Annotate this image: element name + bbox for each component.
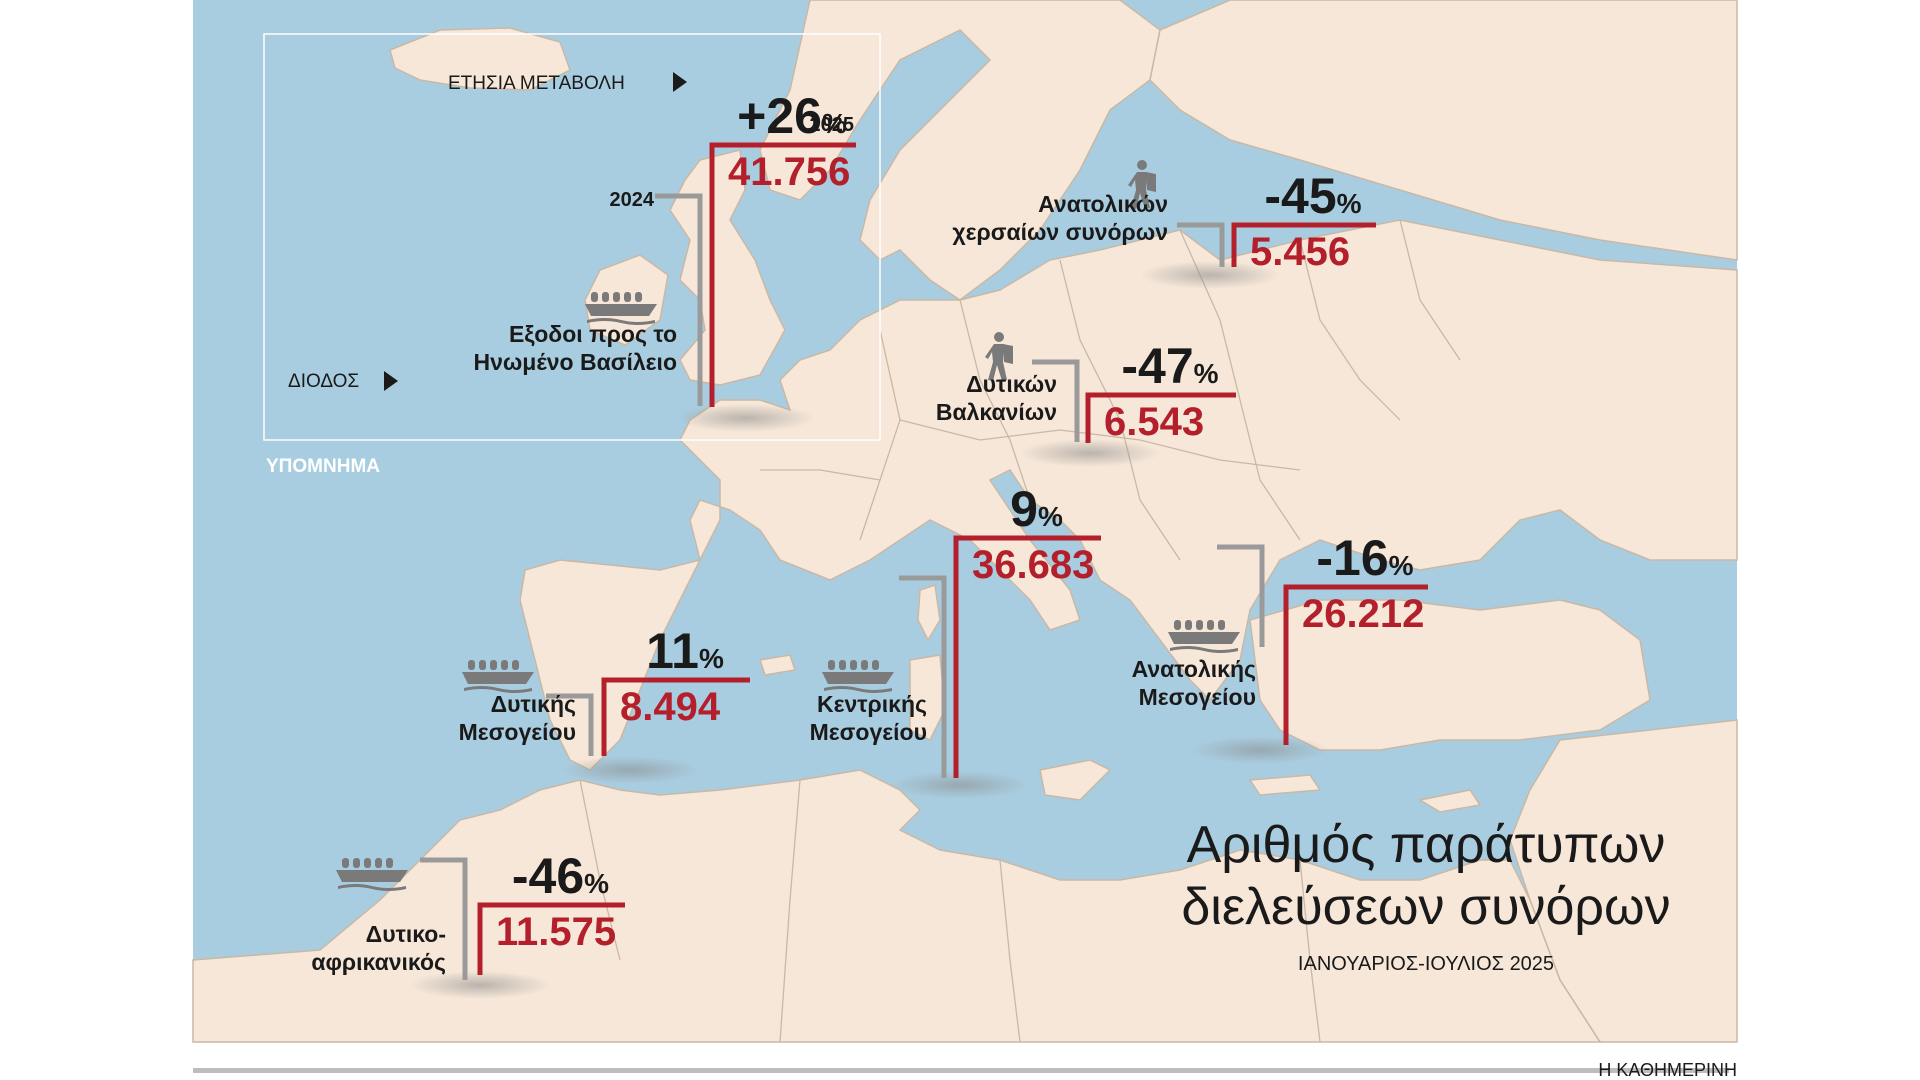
map-title-line2: διελεύσεων συνόρων [1181,878,1670,936]
map-subtitle: ΙΑΝΟΥΑΡΙΟΣ-ΙΟΥΛΙΟΣ 2025 [1298,953,1554,975]
route-label-line2: χερσαίων συνόρων [952,219,1168,245]
annual-change: +26% [737,88,847,144]
bottom-rule [193,1068,1729,1073]
route-label-line2: Βαλκανίων [936,399,1057,425]
bar-2025 [953,535,1101,778]
route-label-line1: Ανατολικής [1132,656,1256,682]
bar-2024 [655,193,703,406]
value-2025: 26.212 [1302,592,1424,636]
route-shadow [1190,736,1330,764]
route-label-line2: Ηνωμένο Βασίλειο [473,349,677,375]
percent-sign: % [699,643,724,674]
bar-2024 [1217,544,1265,647]
route-shadow [1020,439,1160,467]
bar-2024 [420,857,468,980]
route-label-line1: Δυτικών [966,371,1057,397]
bar-2025 [1283,584,1428,745]
route-label-line1: Δυτικο- [366,921,446,947]
route-shadow [1140,261,1280,289]
bar-2025 [477,902,625,975]
route-label-line2: Μεσογείου [810,719,927,745]
percent-sign: % [1389,550,1414,581]
route-label-line1: Κεντρικής [817,691,927,717]
value-2025: 41.756 [728,150,850,194]
bar-2025 [1085,392,1236,443]
bar-2025 [709,142,856,407]
percent-sign: % [1337,188,1362,219]
value-2025: 8.494 [620,685,721,729]
map-title-line1: Αριθμός παράτυπων [1187,816,1666,874]
annual-change: -47% [1121,338,1218,394]
bar-2024 [1032,359,1080,442]
legend-year-2024: 2024 [610,189,655,211]
value-2025: 5.456 [1250,230,1350,274]
percent-sign: % [584,868,609,899]
route-shadow [560,756,700,784]
route-label-line2: Μεσογείου [1139,684,1256,710]
percent-sign: % [1038,501,1063,532]
bar-2024 [546,693,594,756]
route-label-line2: αφρικανικός [311,949,446,975]
legend-annual-change-label: ΕΤΗΣΙΑ ΜΕΤΑΒΟΛΗ [448,73,625,94]
percent-sign: % [822,108,847,139]
route-shadow [675,404,815,432]
legend-year-2025: 2025 [810,114,855,136]
bar-2025 [601,677,750,756]
value-2025: 11.575 [496,910,616,954]
route-label-line1: Εξοδοι προς το [509,321,677,347]
legend-box [263,33,881,441]
bar-2024 [1177,222,1225,267]
route-label-line1: Δυτικής [491,691,576,717]
value-2025: 6.543 [1104,400,1204,444]
bar-2024 [899,575,947,778]
source-credit: Η ΚΑΘΗΜΕΡΙΝΗ [1598,1060,1737,1080]
legend-title: ΥΠΟΜΝΗΜΑ [266,456,380,477]
value-2025: 36.683 [972,543,1094,587]
annual-change: 11% [646,623,724,679]
legend-route-arrow [384,371,398,391]
legend-route-label: ΔΙΟΔΟΣ [288,371,359,392]
route-label-line2: Μεσογείου [459,719,576,745]
route-shadow [410,971,550,999]
route-label-line1: Ανατολικών [1038,191,1168,217]
route-shadow [890,771,1030,799]
country-borders [579,219,1461,1043]
bar-2025 [1231,222,1376,267]
percent-sign: % [1194,358,1219,389]
legend-annual-change-arrow [673,72,687,92]
